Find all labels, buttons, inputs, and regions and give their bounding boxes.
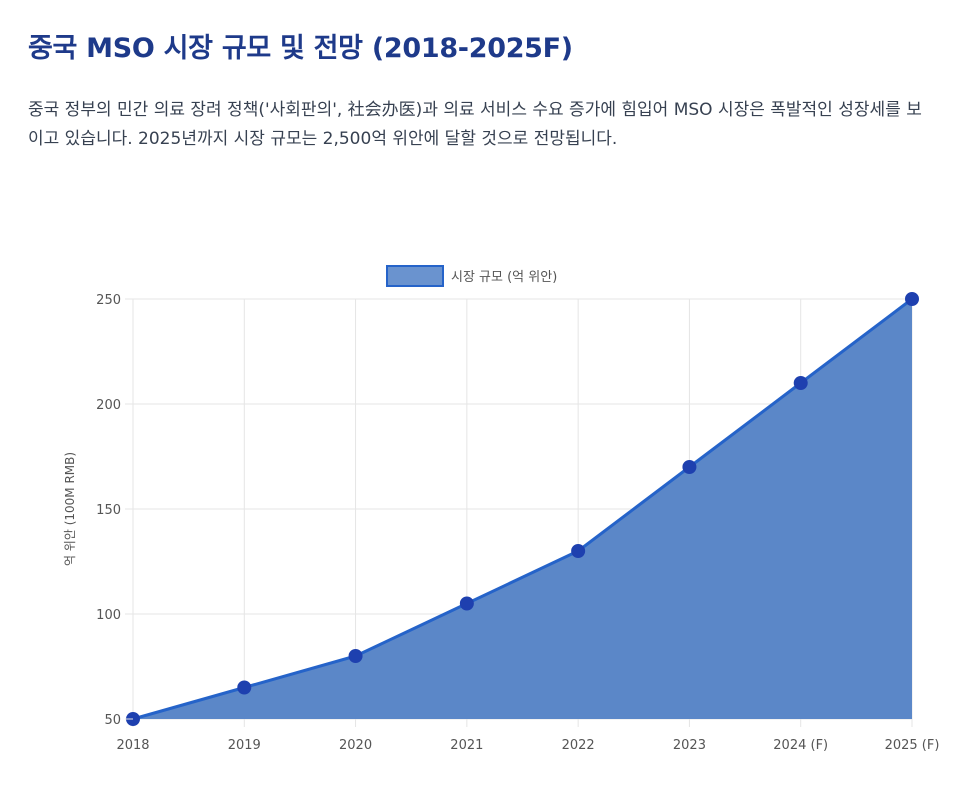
data-point — [905, 292, 919, 306]
data-point — [237, 680, 252, 695]
x-tick-label: 2021 — [450, 738, 483, 753]
data-point — [571, 544, 586, 558]
page-description: 중국 정부의 민간 의료 장려 정책('사회판의', 社会办医)과 의료 서비스… — [28, 100, 922, 149]
plot-area — [126, 292, 919, 726]
page-title: 중국 MSO 시장 규모 및 전망 (2018-2025F) — [28, 33, 573, 64]
x-tick-label: 2023 — [673, 738, 706, 753]
y-tick-label: 150 — [96, 503, 121, 518]
x-tick-label: 2025 (F) — [885, 738, 940, 753]
y-tick-label: 200 — [96, 398, 121, 413]
y-tick-label: 100 — [96, 608, 121, 623]
x-tick-label: 2022 — [562, 738, 595, 753]
y-tick-label: 250 — [96, 293, 121, 308]
x-axis: 2018 2019 2020 2021 2022 2023 2024 (F) 2025 (F) — [116, 738, 939, 753]
x-tick-label: 2018 — [116, 738, 149, 753]
legend[interactable]: 시장 규모 (억 위안) — [386, 265, 557, 287]
data-point — [459, 596, 474, 611]
data-point — [348, 649, 363, 663]
data-point — [793, 376, 808, 390]
x-tick-label: 2024 (F) — [773, 738, 828, 753]
legend-swatch — [386, 265, 444, 287]
series-area-fill — [133, 299, 912, 719]
y-tick-label: 50 — [104, 713, 121, 728]
x-tick-label: 2019 — [228, 738, 261, 753]
legend-label: 시장 규모 (억 위안) — [451, 270, 557, 285]
series-line — [132, 297, 913, 721]
y-axis: 50 100 150 200 250 — [96, 293, 133, 728]
data-point — [682, 460, 697, 474]
x-tick-label: 2020 — [339, 738, 372, 753]
y-axis-title: 억 위안 (100M RMB) — [63, 452, 77, 566]
